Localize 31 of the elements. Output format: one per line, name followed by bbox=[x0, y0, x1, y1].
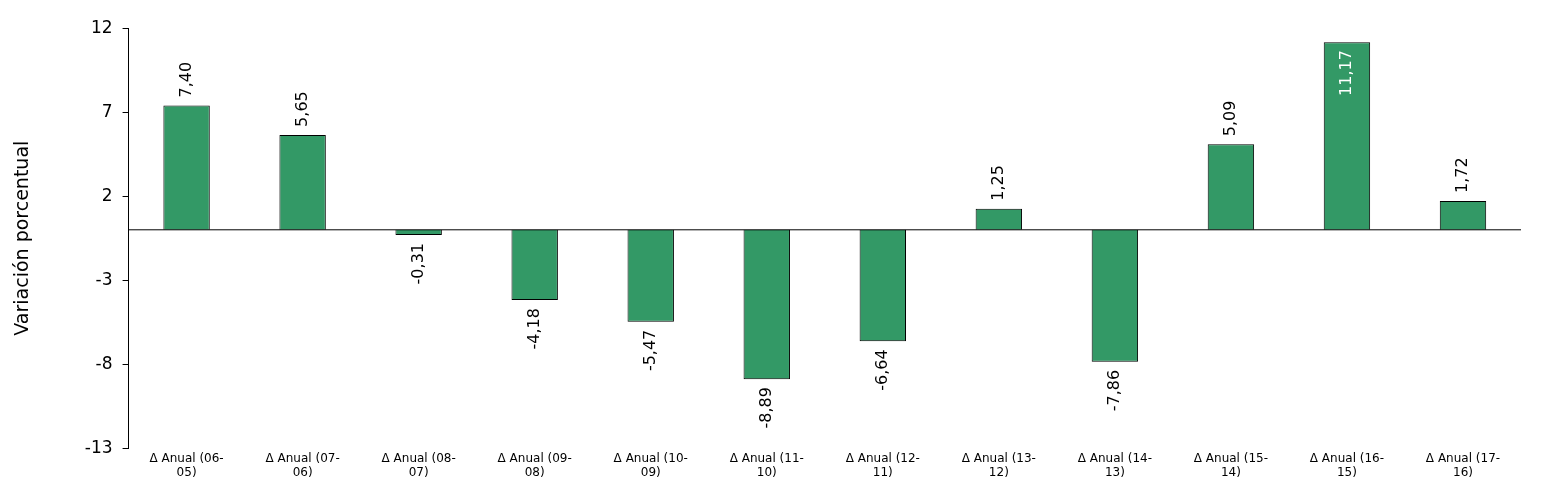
x-tick-label: Δ Anual (13-12) bbox=[961, 450, 1036, 479]
data-label: 7,40 bbox=[175, 61, 195, 98]
y-tick-label: -13 bbox=[84, 436, 113, 457]
y-tick-label: 12 bbox=[90, 16, 113, 37]
x-tick-label: Δ Anual (07-06) bbox=[265, 450, 340, 479]
data-label: -8,89 bbox=[755, 387, 775, 429]
data-label: 11,17 bbox=[1336, 50, 1356, 96]
data-label: -4,18 bbox=[523, 308, 543, 350]
x-tick-label: Δ Anual (10-09) bbox=[613, 450, 688, 479]
data-label: 1,25 bbox=[987, 165, 1007, 201]
data-label: -7,86 bbox=[1104, 369, 1124, 412]
y-tick-label: -8 bbox=[95, 352, 113, 373]
y-axis-title: Variación porcentual bbox=[10, 140, 33, 336]
data-label: 5,09 bbox=[1220, 100, 1240, 137]
x-tick-label: Δ Anual (16-15) bbox=[1309, 450, 1385, 479]
data-label: 1,72 bbox=[1452, 157, 1472, 193]
x-tick-label: Δ Anual (11-10) bbox=[729, 450, 804, 479]
y-tick-label: 7 bbox=[101, 100, 113, 121]
data-label: -6,64 bbox=[871, 349, 891, 391]
x-tick-label: Δ Anual (06-05) bbox=[149, 450, 224, 479]
x-tick-label: Δ Anual (15-14) bbox=[1193, 450, 1269, 479]
x-tick-label: Δ Anual (14-13) bbox=[1077, 450, 1152, 479]
y-tick-label: 2 bbox=[101, 184, 113, 205]
y-tick-label: -3 bbox=[95, 268, 113, 289]
x-tick-label: Δ Anual (12-11) bbox=[845, 450, 920, 479]
x-tick-label: Δ Anual (17-16) bbox=[1425, 450, 1501, 479]
x-tick-label: Δ Anual (09-08) bbox=[497, 450, 572, 479]
data-label: -5,47 bbox=[639, 329, 659, 372]
data-label: 5,65 bbox=[291, 91, 311, 127]
x-tick-label: Δ Anual (08-07) bbox=[381, 450, 456, 479]
data-label: -0,31 bbox=[407, 243, 427, 285]
